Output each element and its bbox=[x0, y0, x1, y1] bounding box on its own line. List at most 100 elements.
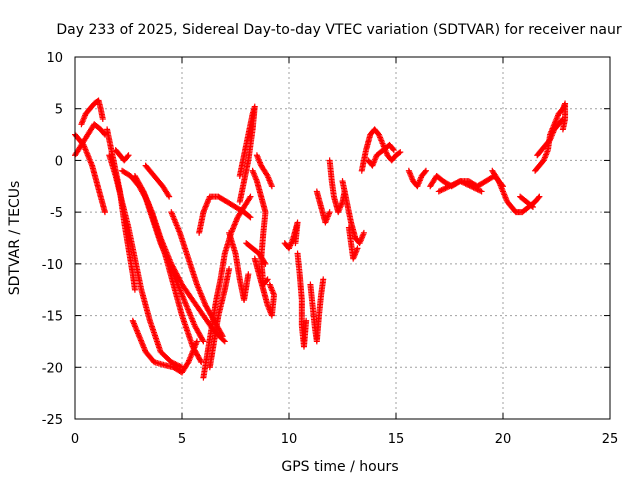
data-point bbox=[236, 198, 243, 205]
x-tick-label: 10 bbox=[281, 432, 298, 447]
data-point bbox=[390, 146, 397, 153]
data-point bbox=[247, 193, 254, 200]
data-point bbox=[268, 183, 275, 190]
y-axis-label: SDTVAR / TECUs bbox=[7, 181, 23, 296]
data-point bbox=[459, 179, 466, 186]
data-point bbox=[536, 193, 543, 200]
data-point bbox=[441, 185, 448, 192]
data-point bbox=[529, 203, 536, 210]
x-tick-label: 0 bbox=[71, 432, 79, 447]
data-point bbox=[528, 203, 535, 210]
x-axis-label: GPS time / hours bbox=[281, 459, 398, 475]
data-point bbox=[177, 363, 184, 370]
data-point bbox=[246, 213, 253, 220]
data-point bbox=[199, 337, 206, 344]
chart-title: Day 233 of 2025, Sidereal Day-to-day VTE… bbox=[56, 22, 622, 38]
data-point bbox=[467, 183, 474, 190]
data-point bbox=[246, 194, 253, 201]
data-point bbox=[266, 281, 273, 288]
data-point bbox=[435, 188, 442, 195]
y-tick-label: 5 bbox=[55, 103, 63, 118]
data-point bbox=[463, 181, 470, 188]
data-point bbox=[292, 240, 299, 247]
data-point bbox=[263, 277, 270, 284]
data-point bbox=[261, 259, 268, 266]
y-tick-label: -20 bbox=[42, 361, 63, 376]
data-point bbox=[474, 186, 481, 193]
data-point bbox=[469, 183, 476, 190]
data-point bbox=[101, 209, 108, 216]
data-point bbox=[303, 317, 310, 324]
data-point bbox=[226, 266, 233, 273]
data-point bbox=[99, 116, 106, 123]
x-tick-label: 15 bbox=[388, 432, 405, 447]
y-tick-label: 10 bbox=[46, 51, 63, 66]
data-point bbox=[559, 126, 566, 133]
data-point bbox=[445, 183, 452, 190]
data-point bbox=[262, 260, 269, 267]
data-point bbox=[245, 271, 252, 278]
data-point bbox=[193, 338, 200, 345]
data-point bbox=[438, 187, 445, 194]
y-tick-label: -5 bbox=[50, 206, 63, 221]
data-point bbox=[465, 181, 472, 188]
y-tick-label: -25 bbox=[42, 413, 63, 428]
data-point bbox=[219, 333, 226, 340]
data-point bbox=[169, 359, 176, 366]
data-point bbox=[457, 178, 464, 185]
data-point bbox=[354, 245, 361, 252]
y-tick-label: -10 bbox=[42, 258, 63, 273]
data-point bbox=[478, 188, 485, 195]
data-point bbox=[264, 276, 271, 283]
x-tick-label: 20 bbox=[495, 432, 512, 447]
data-point bbox=[477, 187, 484, 194]
data-point bbox=[221, 338, 228, 345]
data-point bbox=[449, 181, 456, 188]
data-point bbox=[247, 214, 254, 221]
data-point bbox=[446, 183, 453, 190]
data-point bbox=[470, 184, 477, 191]
data-point bbox=[125, 152, 132, 159]
data-point bbox=[447, 182, 454, 189]
data-point bbox=[197, 357, 204, 364]
y-tick-label: -15 bbox=[42, 310, 63, 325]
y-tick-label: 0 bbox=[55, 154, 63, 169]
data-point bbox=[450, 181, 457, 188]
x-tick-label: 5 bbox=[178, 432, 186, 447]
data-point bbox=[462, 180, 469, 187]
data-point bbox=[475, 187, 482, 194]
data-point bbox=[443, 184, 450, 191]
data-point bbox=[218, 331, 225, 338]
data-point bbox=[461, 180, 468, 187]
data-point bbox=[466, 182, 473, 189]
data-point bbox=[396, 149, 403, 156]
data-point bbox=[422, 168, 429, 175]
data-point bbox=[451, 180, 458, 187]
data-point bbox=[559, 116, 566, 123]
data-point bbox=[200, 338, 207, 345]
data-point bbox=[453, 180, 460, 187]
data-point bbox=[422, 167, 429, 174]
data-point bbox=[220, 337, 227, 344]
data-point bbox=[124, 153, 131, 160]
tick-labels: 0 5 10 15 20 25 10 5 0 -5 -10 -15 -20 -25 bbox=[42, 51, 619, 447]
data-point bbox=[454, 179, 461, 186]
data-point bbox=[326, 209, 333, 216]
data-point bbox=[437, 187, 444, 194]
data-point bbox=[439, 186, 446, 193]
data-point bbox=[165, 192, 172, 199]
data-point bbox=[390, 147, 397, 154]
data-points bbox=[72, 97, 569, 381]
data-point bbox=[442, 185, 449, 192]
x-tick-label: 25 bbox=[602, 432, 619, 447]
plot-frame bbox=[74, 56, 611, 420]
data-point bbox=[559, 117, 566, 124]
data-point bbox=[166, 193, 173, 200]
data-point bbox=[320, 276, 327, 283]
data-point bbox=[473, 185, 480, 192]
data-point bbox=[397, 149, 404, 156]
data-point bbox=[535, 194, 542, 201]
data-point bbox=[360, 229, 367, 236]
data-point bbox=[139, 187, 146, 194]
